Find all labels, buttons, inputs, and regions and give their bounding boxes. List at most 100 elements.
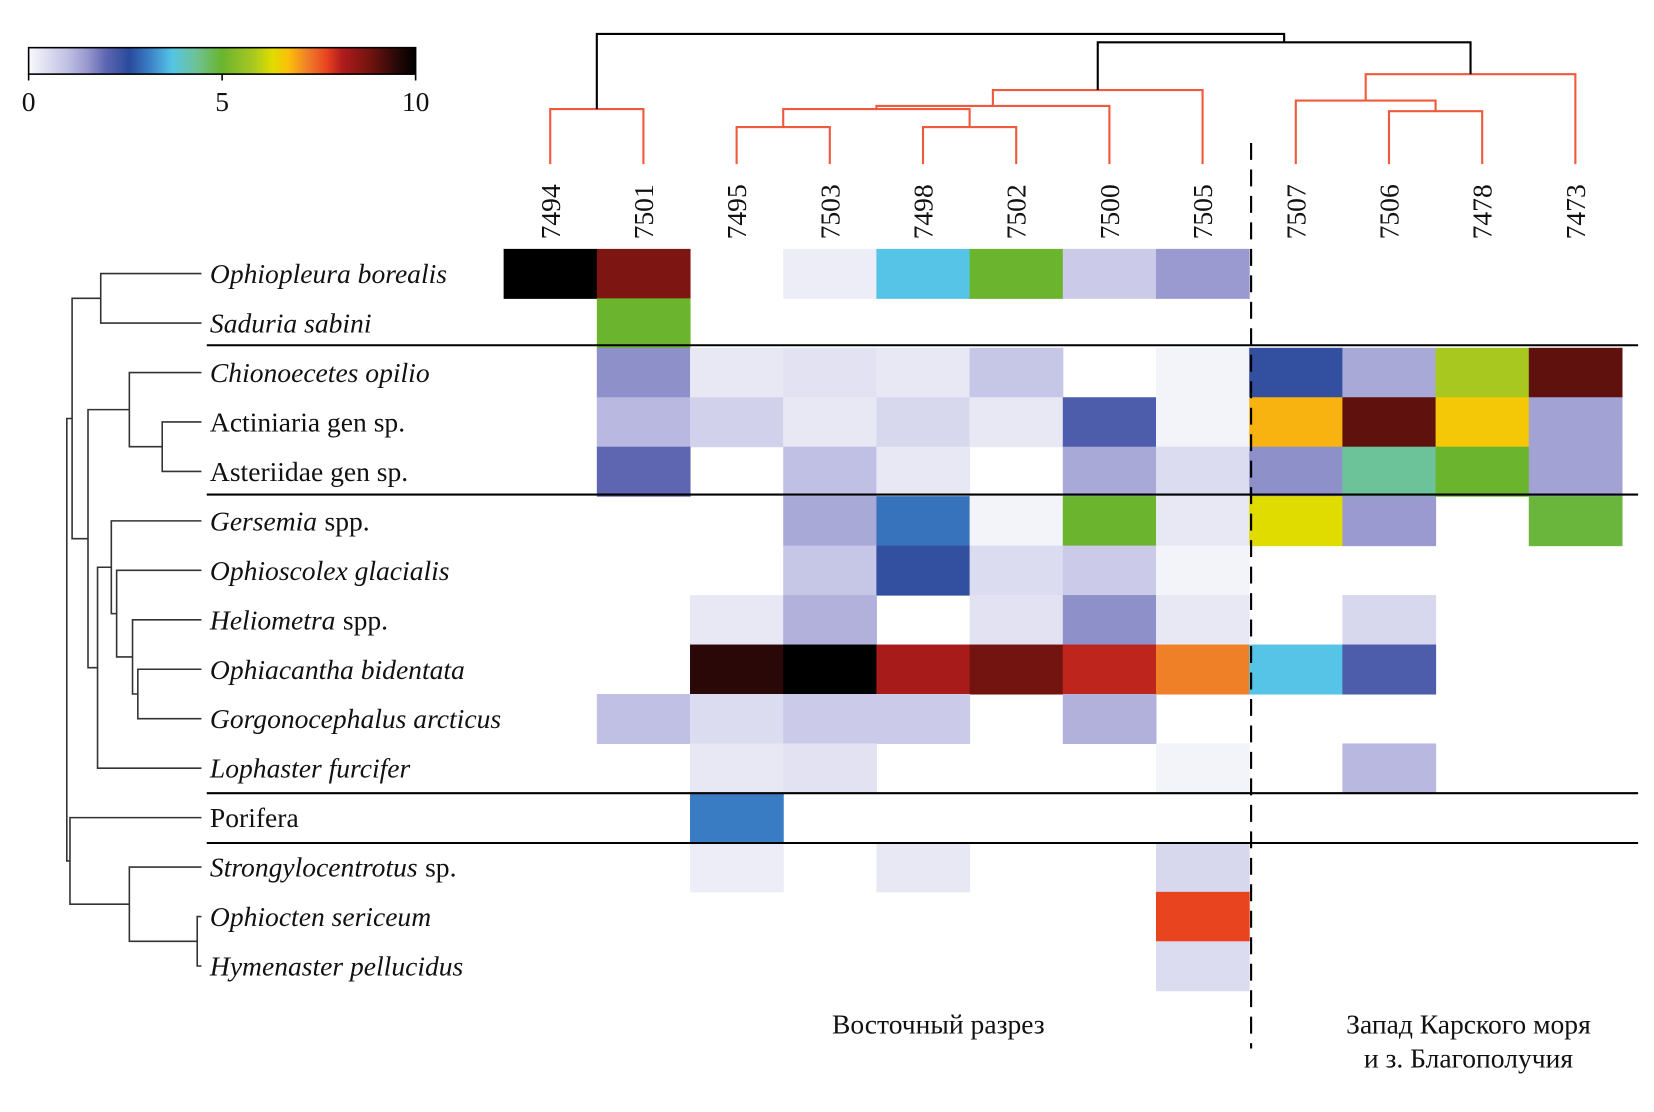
row-label-italic: Ophiacantha bidentata	[210, 654, 465, 685]
row-label-italic: Gersemia	[210, 505, 317, 536]
row-dendrogram-branch	[69, 816, 202, 905]
heat-cell	[690, 743, 784, 794]
heat-cell	[1528, 397, 1623, 448]
heat-cell	[1435, 397, 1530, 448]
heat-cell	[1342, 496, 1437, 547]
row-dendrogram-branch	[137, 668, 202, 720]
row-dendrogram-branch	[99, 272, 202, 324]
heat-cell	[596, 347, 691, 398]
column-label: 7495	[721, 184, 752, 239]
heat-cell	[783, 496, 877, 547]
heat-cell	[1249, 347, 1343, 398]
heat-cell	[596, 397, 691, 448]
column-dendrogram-branch	[735, 126, 831, 165]
row-dendrogram-branch	[196, 915, 202, 967]
heat-cell	[1155, 347, 1250, 398]
column-label: 7502	[1001, 184, 1032, 239]
row-label: Ophiacantha bidentata	[210, 654, 465, 685]
heat-cell	[1155, 941, 1250, 992]
row-label: Actiniaria gen sp.	[210, 407, 405, 438]
heat-cell	[690, 347, 784, 398]
heat-cell	[783, 397, 877, 448]
row-dendrogram-branch	[110, 520, 202, 615]
heat-cell	[1342, 397, 1437, 448]
heat-cell	[783, 545, 877, 596]
heat-cell	[876, 496, 971, 547]
heat-cell	[969, 496, 1064, 547]
row-label: Ophiocten sericeum	[210, 901, 431, 932]
row-label-italic: Saduria sabini	[210, 308, 372, 339]
heat-cell	[1062, 446, 1157, 497]
row-dendrogram-branch	[87, 408, 130, 669]
row-label-italic: Chionoecetes opilio	[210, 357, 430, 388]
heat-cell	[690, 842, 784, 893]
heat-cell	[1342, 644, 1437, 695]
column-label: 7473	[1560, 184, 1591, 239]
row-label: Ophiopleura borealis	[210, 258, 447, 289]
heat-cell	[1155, 743, 1250, 794]
heat-cell	[1342, 347, 1437, 398]
row-label-roman: Actiniaria gen sp.	[210, 407, 405, 438]
row-label-roman: Asteriidae gen sp.	[210, 456, 408, 487]
heat-cell	[690, 595, 784, 646]
heat-cell	[1062, 595, 1157, 646]
row-dendrogram-branch	[128, 866, 202, 943]
heat-cell	[1342, 743, 1437, 794]
heat-cell	[783, 248, 877, 299]
colorbar-tick-label: 5	[215, 86, 229, 117]
row-label: Chionoecetes opilio	[210, 357, 430, 388]
column-label: 7498	[908, 184, 939, 239]
heat-cell	[1249, 397, 1343, 448]
row-label-roman: Porifera	[210, 802, 299, 833]
heat-cell	[503, 248, 598, 299]
heat-cell	[1528, 446, 1623, 497]
heat-cell	[1155, 842, 1250, 893]
row-label-italic: Hymenaster pellucidus	[209, 951, 463, 982]
column-label: 7503	[814, 184, 845, 239]
heat-cell	[1155, 644, 1250, 695]
heat-cell	[1342, 446, 1437, 497]
column-label: 7494	[535, 184, 566, 239]
column-dendrogram-branch	[549, 108, 645, 165]
column-dendrogram-branch	[1387, 110, 1484, 165]
row-label-roman: spp.	[343, 604, 388, 635]
group-label: Восточный разрез	[832, 1009, 1045, 1040]
heat-cell	[783, 347, 877, 398]
heat-cell	[1062, 397, 1157, 448]
heat-cell	[1342, 595, 1437, 646]
heat-cell	[783, 595, 877, 646]
heat-cell	[1155, 545, 1250, 596]
column-label: 7506	[1374, 184, 1405, 239]
row-label-italic: Ophioscolex glacialis	[210, 555, 450, 586]
heat-cell	[1155, 595, 1250, 646]
heat-cell	[969, 595, 1064, 646]
row-dendrogram-branch	[115, 569, 202, 658]
group-label: и з. Благополучия	[1364, 1043, 1573, 1074]
row-label: Porifera	[210, 802, 299, 833]
row-label-roman: sp.	[425, 852, 456, 883]
heat-cell	[596, 446, 691, 497]
column-label: 7478	[1467, 184, 1498, 239]
heat-cell	[1062, 644, 1157, 695]
heat-cell	[1062, 248, 1157, 299]
heat-cell	[1155, 891, 1250, 942]
heat-cell	[876, 693, 971, 744]
row-dendrogram-branch	[128, 371, 202, 448]
column-dendrogram-branch	[1096, 41, 1472, 91]
heat-cell	[876, 842, 971, 893]
column-dendrogram-branch	[875, 104, 1111, 165]
heat-cell	[969, 248, 1064, 299]
heat-cell	[1249, 496, 1343, 547]
heat-cell	[969, 644, 1064, 695]
heat-cell	[876, 545, 971, 596]
heat-cell	[876, 446, 971, 497]
heat-cell	[1435, 446, 1530, 497]
heat-cell	[876, 397, 971, 448]
row-dendrogram-branch	[66, 417, 73, 862]
row-label: Lophaster furcifer	[209, 753, 411, 784]
row-label: Ophioscolex glacialis	[210, 555, 450, 586]
heat-cell	[783, 743, 877, 794]
row-label-roman: spp.	[325, 505, 370, 536]
heat-cell	[783, 693, 877, 744]
